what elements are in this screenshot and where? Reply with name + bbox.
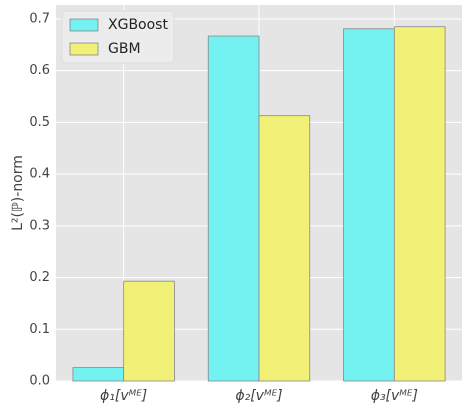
y-tick-label: 0.4 <box>29 167 50 182</box>
y-tick-label: 0.2 <box>29 270 50 285</box>
y-axis-label: L²(ℙ)-norm <box>10 155 26 231</box>
bar <box>207 35 260 382</box>
bar <box>123 280 175 382</box>
legend-swatch <box>69 18 99 32</box>
y-tick-label: 0.1 <box>29 322 50 337</box>
legend-label: XGBoost <box>108 17 168 33</box>
bar <box>393 26 446 382</box>
bar <box>258 115 311 382</box>
x-tick-label: ϕ₃[vᴹᴱ] <box>371 388 418 404</box>
x-tick-label: ϕ₂[vᴹᴱ] <box>235 388 282 404</box>
bar <box>343 28 395 382</box>
legend-label: GBM <box>108 41 141 57</box>
y-tick-label: 0.6 <box>29 63 50 78</box>
bar <box>72 367 125 382</box>
x-tick-label: ϕ₁[vᴹᴱ] <box>100 388 147 404</box>
y-tick-label: 0.3 <box>29 218 50 233</box>
y-tick-label: 0.0 <box>29 374 50 389</box>
y-tick-label: 0.5 <box>29 115 50 130</box>
legend-swatch <box>69 42 99 56</box>
y-tick-label: 0.7 <box>29 11 50 26</box>
